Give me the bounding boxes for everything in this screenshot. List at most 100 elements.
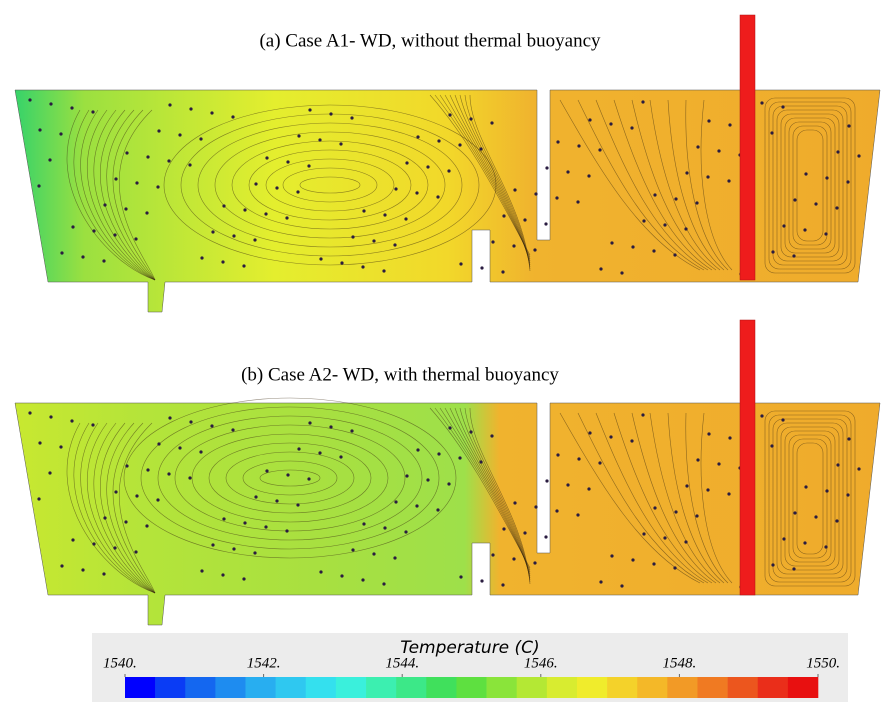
streamline [796, 129, 824, 242]
streamline-dot [577, 457, 581, 461]
streamline-dot [145, 211, 149, 215]
streamline-dot [448, 113, 452, 117]
streamline-dot [577, 144, 581, 148]
streamline-dot [512, 557, 516, 561]
streamline-dot [501, 583, 505, 587]
streamline-dot [318, 138, 322, 142]
streamline-dot [533, 561, 537, 565]
streamline-dot [125, 151, 129, 155]
streamline-dot [847, 124, 851, 128]
streamline-dot [804, 485, 808, 489]
streamline-dot [264, 525, 268, 529]
streamline-dot [103, 516, 107, 520]
streamline-dot [846, 180, 850, 184]
streamline-dot [60, 564, 64, 568]
streamline [214, 131, 446, 239]
streamline [685, 99, 729, 271]
streamline-dot [394, 187, 398, 191]
streamline [73, 422, 156, 594]
colorbar-tick-label: 1544. [385, 655, 419, 671]
streamline-dot [610, 241, 614, 245]
streamline-dot [609, 122, 613, 126]
streamline-dot [232, 547, 236, 551]
colorbar-swatch [546, 677, 578, 698]
streamline-dot [296, 503, 300, 507]
streamline [100, 422, 156, 594]
streamline [788, 434, 832, 563]
streamline-dot [189, 107, 193, 111]
streamline [163, 104, 497, 266]
streamline-dot [157, 442, 161, 446]
streamline-dot [124, 520, 128, 524]
streamline-dot [231, 428, 235, 432]
streamline-dot [222, 517, 226, 521]
streamline-dot [275, 499, 279, 503]
streamline-dot [134, 237, 138, 241]
streamline-dot [523, 531, 527, 535]
streamline [87, 422, 156, 594]
streamline [265, 158, 395, 212]
streamline-dot [146, 155, 150, 159]
streamline [764, 410, 856, 587]
streamline-dot [631, 245, 635, 249]
streamline-dot [350, 116, 354, 120]
streamline [231, 140, 429, 230]
streamline-dot [824, 232, 828, 236]
streamline-dot [663, 536, 667, 540]
streamline-dot [103, 203, 107, 207]
streamline [80, 422, 156, 594]
streamline [197, 122, 463, 248]
streamline-dot [480, 266, 484, 270]
streamline-dot [319, 570, 323, 574]
streamline-dot [211, 543, 215, 547]
streamline-dot [727, 179, 731, 183]
streamline-dot [404, 530, 408, 534]
streamline-dot [232, 234, 236, 238]
streamline [792, 438, 828, 559]
colorbar-swatch [305, 677, 337, 698]
streamline [282, 167, 378, 203]
streamline-dot [641, 413, 645, 417]
streamline-dot [265, 469, 269, 473]
streamline-dot [576, 513, 580, 517]
streamline-dot [684, 227, 688, 231]
streamline-dot [156, 498, 160, 502]
streamline [469, 407, 531, 585]
streamline-dot [37, 184, 41, 188]
streamline-dot [297, 447, 301, 451]
streamline-dot [653, 506, 657, 510]
streamline [780, 113, 840, 258]
streamline-dot [544, 222, 548, 226]
streamline-dot [372, 239, 376, 243]
streamline-dot [707, 119, 711, 123]
streamline-dot [490, 434, 494, 438]
streamline-dot [534, 192, 538, 196]
streamline-dot [426, 165, 430, 169]
streamline-dot [361, 578, 365, 582]
streamline-dot [674, 197, 678, 201]
streamline-dot [135, 181, 139, 185]
streamline-dot [372, 552, 376, 556]
streamline-dot [91, 423, 95, 427]
streamline-dot [566, 483, 570, 487]
streamline-dot [81, 568, 85, 572]
streamline-dot [781, 105, 785, 109]
streamline-dot [760, 414, 764, 418]
streamline-dot [587, 487, 591, 491]
panel-title: (b) Case A2- WD, with thermal buoyancy [241, 364, 559, 385]
streamline [444, 94, 531, 262]
streamline-dot [426, 478, 430, 482]
colorbar-swatch [727, 677, 759, 698]
colorbar-swatch [185, 677, 216, 698]
streamline-dot [297, 134, 301, 138]
streamline-dot [447, 169, 451, 173]
streamline-dot [28, 98, 32, 102]
streamline [780, 426, 840, 571]
streamline-dot [782, 224, 786, 228]
colorbar-swatch [486, 677, 517, 698]
streamline-dot [835, 206, 839, 210]
streamline-dot [200, 256, 204, 260]
streamline-dot [48, 158, 52, 162]
streamline-dot [555, 196, 559, 200]
